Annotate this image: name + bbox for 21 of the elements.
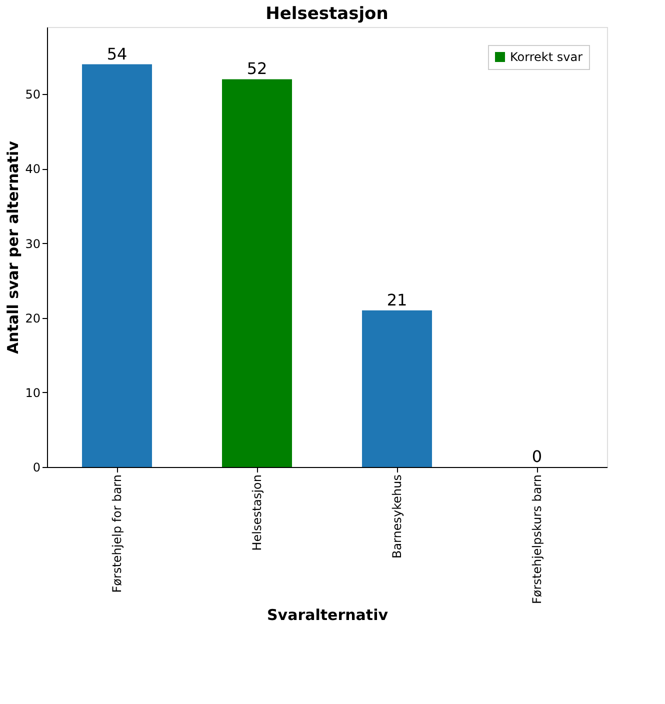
chart-title: Helsestasjon [266, 4, 388, 24]
data-label: 54 [106, 44, 128, 64]
y-axis-title: Antall svar per alternativ [4, 140, 22, 354]
x-tick-label: Førstehjelp for barn [110, 474, 124, 593]
bar [82, 64, 152, 467]
legend-label: Korrekt svar [510, 50, 583, 64]
data-label: 52 [246, 59, 268, 78]
y-tick-label: 30 [25, 236, 40, 251]
x-tick-label: Helsestasjon [250, 474, 264, 551]
data-label: 0 [532, 447, 542, 466]
y-tick-label: 20 [25, 311, 40, 326]
x-tick-label: Barnesykehus [390, 474, 404, 559]
y-tick-label: 0 [32, 460, 40, 474]
y-tick-label: 50 [25, 88, 40, 102]
bar [222, 79, 292, 467]
data-label: 21 [386, 290, 408, 310]
x-axis-title: Svaralternativ [267, 606, 388, 624]
y-tick-label: 10 [25, 386, 40, 400]
x-tick-label: Førstehjelpskurs barn [530, 474, 544, 604]
y-tick-label: 40 [25, 162, 40, 176]
bar [362, 310, 432, 467]
